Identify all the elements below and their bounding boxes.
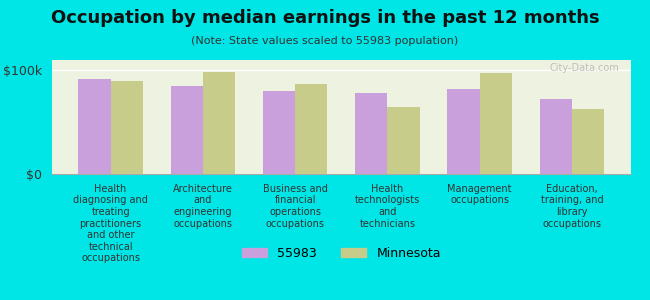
Bar: [387, 106, 420, 174]
Bar: [480, 74, 512, 174]
Text: (Note: State values scaled to 55983 population): (Note: State values scaled to 55983 popu…: [191, 36, 459, 46]
Legend: 55983, Minnesota: 55983, Minnesota: [237, 242, 446, 265]
Bar: [572, 109, 604, 174]
Bar: [170, 86, 203, 174]
Bar: [540, 99, 572, 174]
Bar: [447, 89, 480, 174]
Bar: [355, 93, 387, 174]
Bar: [111, 81, 143, 174]
Bar: [78, 79, 111, 174]
Bar: [263, 91, 295, 174]
Text: Occupation by median earnings in the past 12 months: Occupation by median earnings in the pas…: [51, 9, 599, 27]
Bar: [203, 72, 235, 174]
Bar: [295, 84, 328, 174]
Text: City-Data.com: City-Data.com: [549, 63, 619, 74]
